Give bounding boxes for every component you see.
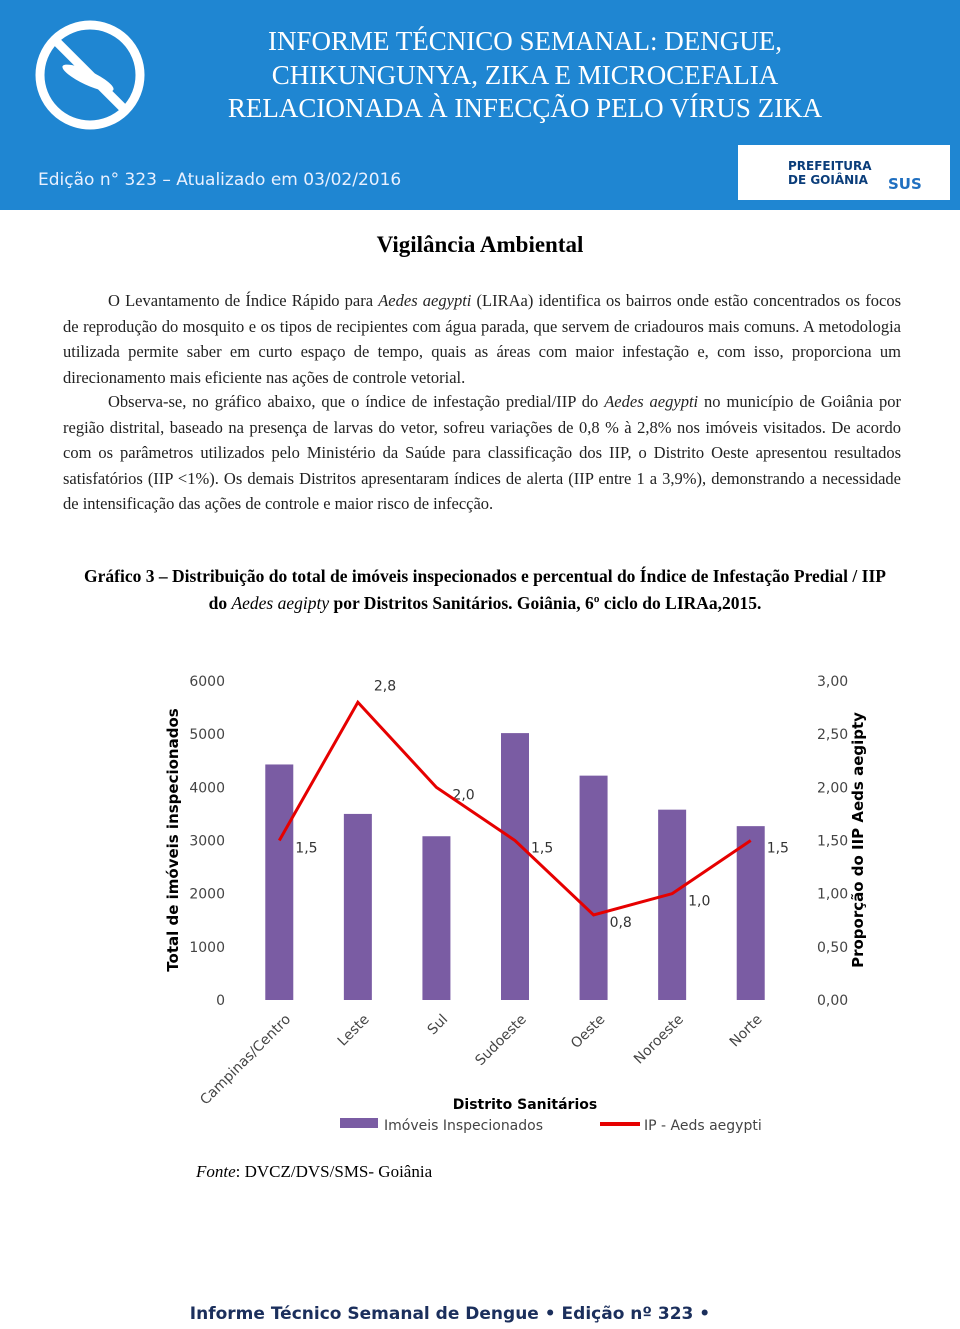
text-run: por Distritos Sanitários. Goiânia, 6º ci…	[329, 593, 762, 613]
value-label: 2,0	[452, 787, 474, 803]
logos: PREFEITURA DE GOIÂNIA SUS	[738, 145, 950, 200]
y2-tick-label: 2,50	[817, 727, 848, 743]
x-tick-label: Leste	[335, 1012, 373, 1050]
bar	[422, 836, 451, 1000]
logo-city: PREFEITURA DE GOIÂNIA	[788, 159, 872, 187]
y-tick-label: 1000	[189, 940, 225, 956]
y-tick-label: 4000	[189, 780, 225, 796]
text-run: Gráfico 3 – Distribuição do total de imó…	[84, 566, 886, 613]
text-run: no município de Goiânia por região distr…	[63, 392, 901, 513]
legend-label: Imóveis Inspecionados	[384, 1118, 543, 1134]
y-tick-label: 6000	[189, 674, 225, 690]
x-tick-label: Sudoeste	[472, 1012, 529, 1069]
source: Fonte: DVCZ/DVS/SMS- Goiânia	[196, 1162, 432, 1182]
text-run: Aedes aegipty	[231, 593, 330, 613]
x-tick-label: Campinas/Centro	[197, 1012, 294, 1109]
y-tick-label: 5000	[189, 727, 225, 743]
title-line: CHIKUNGUNYA, ZIKA E MICROCEFALIA	[271, 60, 779, 90]
logo-sus: SUS	[888, 175, 922, 193]
value-label: 1,0	[688, 894, 710, 910]
text-run: Aedes aegypti	[378, 291, 472, 310]
bar	[501, 733, 529, 1000]
value-label: 1,5	[767, 841, 789, 857]
caption: Gráfico 3 – Distribuição do total de imó…	[80, 563, 890, 617]
text-run: Aedes aegypti	[604, 392, 699, 411]
edition: Edição n° 323 – Atualizado em 03/02/2016	[38, 170, 402, 190]
bar	[736, 826, 765, 1000]
y2-tick-label: 1,50	[817, 834, 848, 850]
paragraph: Observa-se, no gráfico abaixo, que o índ…	[63, 389, 901, 517]
x-tick-label: Oeste	[568, 1012, 608, 1052]
value-label: 1,5	[531, 841, 553, 857]
y2-tick-label: 3,00	[817, 674, 848, 690]
y2-tick-label: 0,00	[817, 993, 848, 1009]
bar	[265, 764, 294, 1000]
y2-tick-label: 0,50	[817, 940, 848, 956]
y-tick-label: 3000	[189, 834, 225, 850]
header: INFORME TÉCNICO SEMANAL: DENGUE, CHIKUNG…	[0, 0, 960, 210]
x-tick-label: Norte	[727, 1012, 766, 1051]
paragraph: O Levantamento de Índice Rápido para Aed…	[63, 288, 901, 390]
y-tick-label: 0	[216, 993, 225, 1009]
text-run: : DVCZ/DVS/SMS- Goiânia	[235, 1162, 433, 1181]
bar	[658, 809, 687, 1000]
y2-tick-label: 1,00	[817, 887, 848, 903]
y-axis-label: Total de imóveis inspecionados	[164, 708, 182, 971]
title-line: RELACIONADA À INFECÇÃO PELO VÍRUS ZIKA	[227, 93, 823, 123]
section-title: Vigilância Ambiental	[376, 232, 584, 257]
chart: 0 1000 2000 3000 4000 5000 6000 0,00 0,50 1,00 1,5…	[164, 674, 867, 1134]
value-label: 2,8	[374, 678, 396, 694]
legend-swatch	[340, 1118, 378, 1128]
mosquito-icon	[35, 20, 145, 130]
text-run: Fonte	[196, 1162, 236, 1181]
x-tick-label: Noroeste	[631, 1012, 687, 1068]
x-axis-label: Distrito Sanitários	[453, 1097, 597, 1113]
legend-label: IP - Aeds aegypti	[644, 1118, 762, 1134]
text-run: Observa-se, no gráfico abaixo, que o índ…	[108, 392, 605, 411]
value-label: 1,5	[295, 841, 317, 857]
bar	[579, 775, 608, 1000]
bar	[343, 813, 372, 1000]
line	[277, 699, 752, 917]
text-run: (LIRAa) identifica os bairros onde estão…	[63, 291, 901, 387]
footer: Informe Técnico Semanal de Dengue • Ediç…	[189, 1304, 711, 1324]
value-label: 0,8	[610, 915, 632, 931]
y-tick-label: 2000	[189, 887, 225, 903]
x-tick-label: Sul	[425, 1012, 452, 1039]
y2-tick-label: 2,00	[817, 780, 848, 796]
text-run: O Levantamento de Índice Rápido para	[108, 291, 379, 310]
title-line: INFORME TÉCNICO SEMANAL: DENGUE,	[267, 26, 782, 56]
y2-axis-label: Proporção do IIP Aeds aegipty	[849, 712, 867, 968]
